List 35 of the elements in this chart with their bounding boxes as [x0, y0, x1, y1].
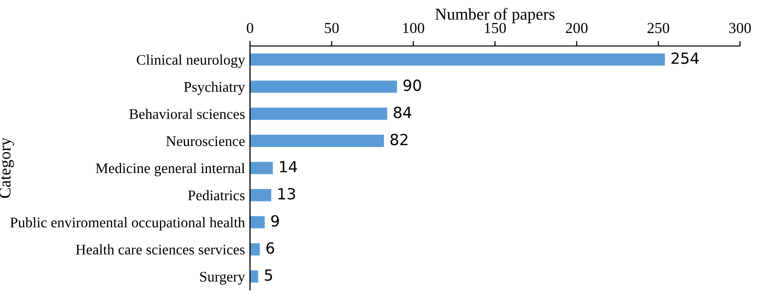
- x-tick-label: 50: [324, 22, 339, 34]
- bar: [250, 80, 397, 93]
- bar: [250, 162, 273, 174]
- x-tick-label: 250: [648, 22, 670, 34]
- data-label: 13: [278, 188, 296, 200]
- y-tick-label: Neuroscience: [166, 136, 245, 146]
- data-label: 254: [672, 52, 699, 64]
- bar: [250, 270, 258, 283]
- data-label: 9: [271, 215, 279, 227]
- y-tick-label: Health care sciences services: [76, 244, 245, 255]
- y-tick-label: Surgery: [200, 272, 246, 285]
- data-label: 84: [394, 106, 412, 118]
- x-tick-label: 150: [484, 22, 506, 34]
- data-label: 14: [280, 161, 298, 172]
- y-tick-label: Pediatrics: [188, 190, 245, 200]
- y-tick-label: Psychiatry: [184, 82, 246, 95]
- x-tick-label: 0: [246, 22, 254, 34]
- bar: [250, 134, 384, 147]
- y-tick-label: Clinical neurology: [136, 54, 246, 68]
- x-tick-label: 300: [729, 22, 751, 34]
- data-label: 5: [264, 270, 272, 281]
- data-label: 6: [266, 242, 274, 254]
- bar: [250, 243, 260, 256]
- bar: [250, 216, 265, 228]
- y-tick-label: Medicine general internal: [96, 162, 245, 176]
- x-tick-label: 200: [566, 22, 588, 34]
- y-tick-label: Behavioral sciences: [129, 108, 245, 119]
- y-tick-label: Public enviromental occupational health: [10, 217, 245, 230]
- bar: [250, 189, 272, 202]
- bar: [250, 53, 665, 66]
- data-label: 82: [390, 134, 408, 146]
- x-tick-label: 100: [403, 22, 424, 34]
- data-label: 90: [404, 80, 421, 92]
- bar: [250, 108, 388, 120]
- x-axis-title: Number of papers: [435, 8, 555, 24]
